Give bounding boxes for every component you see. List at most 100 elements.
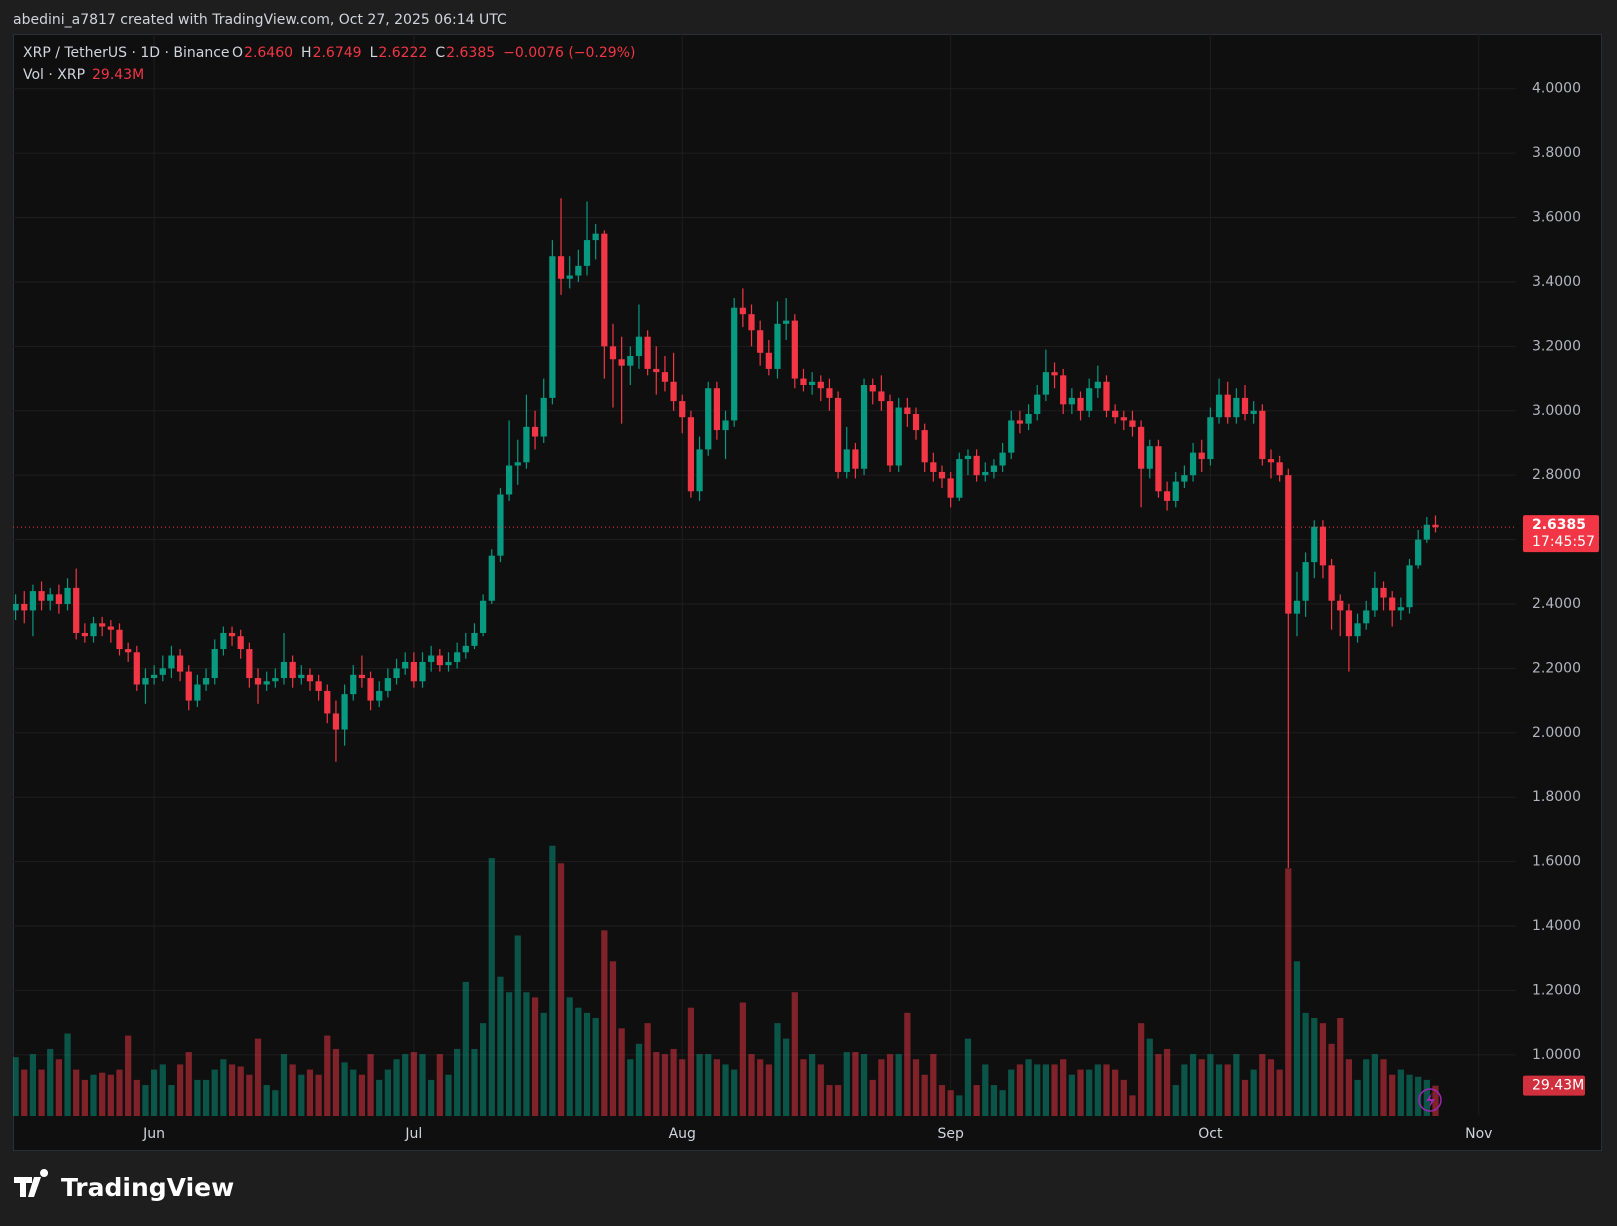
candle-body bbox=[1112, 410, 1119, 418]
candle-body bbox=[757, 330, 764, 353]
volume-bar bbox=[739, 1002, 746, 1116]
volume-bar bbox=[64, 1033, 71, 1116]
volume-bar bbox=[1120, 1079, 1127, 1116]
candle-body bbox=[938, 471, 946, 479]
candle-body bbox=[557, 256, 565, 279]
volume-bar bbox=[1423, 1079, 1430, 1116]
volume-bar bbox=[1112, 1069, 1119, 1116]
candle-body bbox=[964, 455, 972, 460]
y-tick-label: 2.4000 bbox=[1532, 596, 1581, 612]
volume-bar bbox=[202, 1079, 210, 1116]
candle-body bbox=[350, 674, 357, 695]
candle-body bbox=[947, 478, 954, 498]
volume-bar bbox=[1276, 1069, 1283, 1116]
volume-bar bbox=[670, 1048, 677, 1116]
legend-key: O bbox=[232, 45, 243, 61]
candle-body bbox=[1025, 413, 1032, 424]
y-tick-label: 3.6000 bbox=[1532, 210, 1581, 226]
y-tick-label: 1.8000 bbox=[1532, 789, 1581, 805]
candle-body bbox=[679, 401, 686, 418]
x-tick-label: Aug bbox=[669, 1126, 696, 1142]
volume-bar bbox=[1016, 1064, 1024, 1116]
candle-body bbox=[895, 407, 902, 466]
volume-bar bbox=[1259, 1054, 1266, 1116]
y-tick-label: 3.4000 bbox=[1532, 274, 1581, 290]
candle-body bbox=[1129, 420, 1136, 427]
candle-body bbox=[765, 352, 772, 369]
candle-body bbox=[1034, 394, 1041, 414]
price-label: 2.6385 bbox=[1532, 517, 1586, 533]
candle-body bbox=[133, 652, 140, 685]
candle-body bbox=[497, 494, 504, 556]
volume-bar bbox=[1380, 1059, 1387, 1116]
volume-bar bbox=[1415, 1076, 1422, 1116]
candle-body bbox=[13, 603, 19, 611]
volume-bar bbox=[765, 1064, 772, 1116]
candle-body bbox=[151, 674, 158, 679]
candle-body bbox=[125, 649, 132, 653]
volume-bar bbox=[973, 1085, 980, 1116]
volume-bar bbox=[151, 1069, 158, 1116]
volume-bar bbox=[1008, 1069, 1015, 1116]
volume-bar bbox=[1397, 1069, 1404, 1116]
candle-body bbox=[402, 661, 409, 669]
candle-body bbox=[471, 632, 478, 646]
candle-body bbox=[705, 388, 712, 450]
volume-bar bbox=[852, 1052, 859, 1116]
candle-body bbox=[592, 233, 599, 241]
replay-icon[interactable] bbox=[1418, 1088, 1442, 1112]
volume-bar bbox=[1025, 1059, 1032, 1116]
candle-body bbox=[410, 661, 417, 682]
volume-bar bbox=[341, 1062, 348, 1116]
volume-bar bbox=[410, 1052, 417, 1116]
legend-key: H bbox=[301, 45, 312, 61]
candle-body bbox=[376, 690, 383, 701]
volume-bar bbox=[748, 1054, 755, 1116]
volume-bar bbox=[947, 1090, 954, 1116]
candle-body bbox=[211, 649, 218, 679]
legend-value: 2.6460 bbox=[244, 45, 293, 61]
volume-bar bbox=[1432, 1085, 1439, 1116]
candle-body bbox=[748, 314, 755, 331]
volume-bar bbox=[531, 997, 539, 1116]
volume-bar bbox=[454, 1048, 461, 1116]
candle-body bbox=[367, 678, 374, 701]
candle-body bbox=[289, 661, 296, 679]
volume-bar bbox=[488, 858, 495, 1116]
volume-bar bbox=[1103, 1064, 1110, 1116]
volume-bar bbox=[653, 1052, 660, 1116]
candle-body bbox=[90, 623, 97, 637]
candle-body bbox=[722, 420, 729, 431]
candle-body bbox=[618, 359, 625, 366]
volume-bar bbox=[627, 1059, 634, 1116]
candle-body bbox=[332, 713, 340, 730]
volume-bar bbox=[705, 1054, 712, 1116]
volume-bar bbox=[904, 1012, 911, 1116]
candle-body bbox=[609, 346, 617, 360]
candle-body bbox=[358, 674, 366, 679]
volume-bar bbox=[1319, 1023, 1327, 1116]
volume-bar bbox=[1345, 1059, 1353, 1116]
volume-bar bbox=[272, 1090, 279, 1116]
volume-bar bbox=[1086, 1069, 1093, 1116]
candle-body bbox=[627, 356, 634, 366]
legend-value: 2.6222 bbox=[378, 45, 427, 61]
volume-bar bbox=[1241, 1079, 1249, 1116]
volume-bar bbox=[289, 1064, 296, 1116]
volume-bar bbox=[1146, 1038, 1153, 1116]
x-tick-label: Jul bbox=[404, 1126, 422, 1142]
volume-bar bbox=[618, 1028, 625, 1116]
candle-body bbox=[1051, 372, 1058, 376]
volume-bar bbox=[1155, 1054, 1162, 1116]
volume-bar bbox=[1389, 1074, 1396, 1116]
volume-bar bbox=[306, 1069, 314, 1116]
candle-body bbox=[1302, 562, 1309, 601]
candle-body bbox=[116, 629, 123, 650]
volume-bar bbox=[1285, 868, 1292, 1116]
chart-panel bbox=[13, 34, 1602, 1151]
candle-body bbox=[1207, 417, 1214, 460]
candle-body bbox=[1163, 491, 1171, 501]
candle-body bbox=[930, 462, 937, 472]
candle-body bbox=[384, 678, 392, 691]
candle-body bbox=[298, 674, 305, 679]
